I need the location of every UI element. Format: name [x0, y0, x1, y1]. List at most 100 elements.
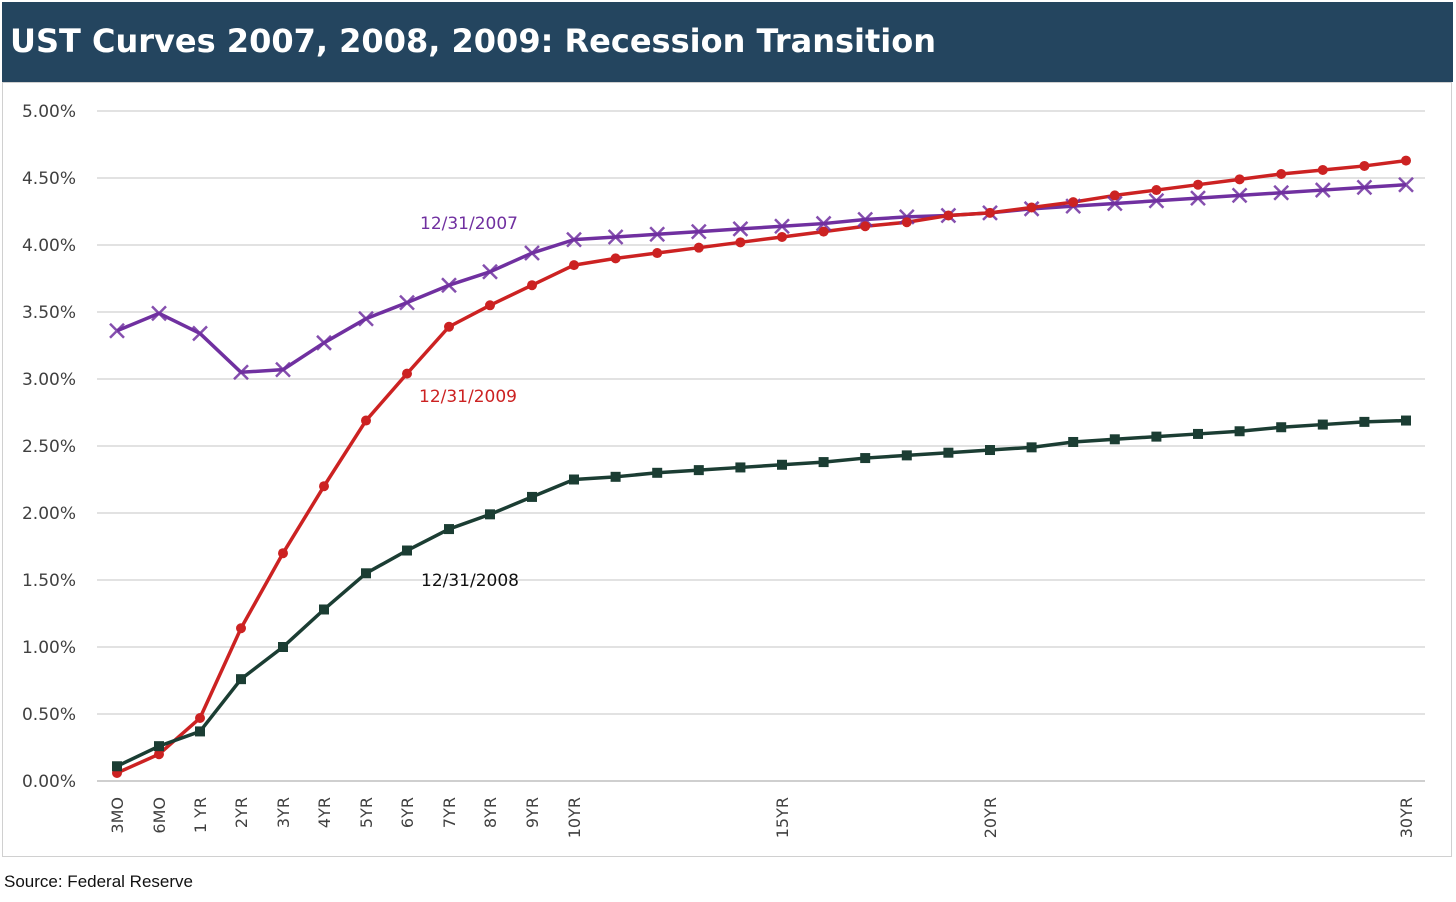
data-point [1106, 195, 1123, 212]
data-point [569, 260, 579, 271]
series-line [116, 182, 1407, 375]
y-tick-label: 2.00% [22, 504, 76, 524]
data-point [1276, 168, 1287, 179]
data-point [154, 741, 164, 752]
data-point [732, 221, 749, 237]
data-point [566, 231, 582, 248]
data-point [109, 322, 125, 339]
data-point [361, 415, 371, 426]
y-tick-label: 2.50% [22, 437, 76, 457]
data-point [1068, 197, 1079, 208]
data-point [1359, 416, 1370, 427]
x-tick-label: 10YR [565, 797, 584, 838]
data-point [860, 453, 871, 464]
data-point [690, 223, 707, 240]
data-point [1193, 179, 1203, 190]
series-label: 12/31/2008 [421, 571, 519, 591]
data-point [1234, 174, 1245, 185]
data-point [275, 361, 291, 378]
data-point [777, 459, 787, 470]
series-line [116, 418, 1407, 768]
data-point [901, 217, 912, 228]
data-point [901, 450, 912, 461]
data-point [693, 242, 704, 253]
data-point [815, 215, 832, 232]
data-point [1193, 428, 1203, 439]
data-point [1148, 192, 1165, 209]
x-tick-label: 6MO [150, 797, 169, 834]
data-point [610, 253, 621, 264]
data-point [985, 445, 995, 456]
x-tick-label: 30YR [1397, 797, 1416, 838]
data-point [652, 248, 663, 259]
data-point [278, 642, 288, 652]
data-point [1190, 190, 1206, 206]
data-point [485, 300, 495, 311]
data-point [1317, 419, 1328, 430]
data-point [777, 231, 787, 242]
data-point [358, 310, 374, 327]
y-tick-label: 3.50% [22, 303, 76, 323]
data-point [943, 447, 954, 458]
x-tick-label: 8YR [481, 797, 500, 828]
data-point [1151, 431, 1162, 442]
data-point [319, 604, 329, 615]
data-point [652, 467, 663, 478]
x-tick-label: 9YR [523, 797, 542, 828]
data-point [735, 462, 746, 473]
data-point [1273, 184, 1290, 201]
x-tick-label: 20YR [981, 797, 1000, 838]
y-tick-label: 0.50% [22, 705, 76, 725]
data-point [441, 277, 457, 294]
data-point [527, 491, 537, 502]
data-point [316, 334, 332, 351]
data-point [1398, 176, 1414, 193]
x-tick-label: 3MO [108, 797, 127, 834]
data-point [1356, 179, 1373, 196]
data-point [278, 548, 288, 559]
x-tick-label: 4YR [315, 797, 334, 828]
data-point [151, 305, 167, 322]
data-point [607, 229, 624, 245]
chart-title: UST Curves 2007, 2008, 2009: Recession T… [10, 22, 937, 60]
data-point [985, 207, 995, 218]
data-point [112, 761, 122, 772]
data-point [569, 474, 579, 485]
data-point [1151, 185, 1162, 196]
data-point [818, 226, 829, 237]
series-line [116, 158, 1407, 775]
series-label: 12/31/2007 [420, 214, 518, 234]
data-point [482, 263, 498, 280]
data-point [860, 221, 871, 232]
data-point [236, 623, 246, 634]
data-point [1359, 160, 1370, 171]
x-tick-label: 15YR [773, 797, 792, 838]
data-point [192, 325, 208, 342]
data-point [154, 749, 164, 760]
data-point [610, 471, 621, 482]
x-tick-label: 1 YR [191, 797, 210, 833]
data-point [195, 726, 205, 737]
data-point [399, 294, 415, 311]
data-point [735, 237, 746, 248]
y-tick-label: 1.50% [22, 571, 76, 591]
data-point [319, 481, 329, 492]
data-point [444, 321, 454, 332]
data-point [1401, 415, 1411, 426]
data-point [1231, 187, 1248, 204]
data-point [1109, 434, 1120, 445]
data-point [524, 245, 540, 261]
x-tick-label: 5YR [357, 797, 376, 828]
x-tick-label: 7YR [440, 797, 459, 828]
data-point [485, 509, 495, 520]
data-point [233, 364, 249, 381]
y-tick-label: 1.00% [22, 638, 76, 658]
data-point [1276, 422, 1287, 433]
data-point [402, 545, 412, 556]
data-point [1401, 155, 1411, 166]
data-point [818, 457, 829, 468]
data-point [943, 210, 954, 221]
data-point [402, 368, 412, 379]
data-point [361, 568, 371, 579]
